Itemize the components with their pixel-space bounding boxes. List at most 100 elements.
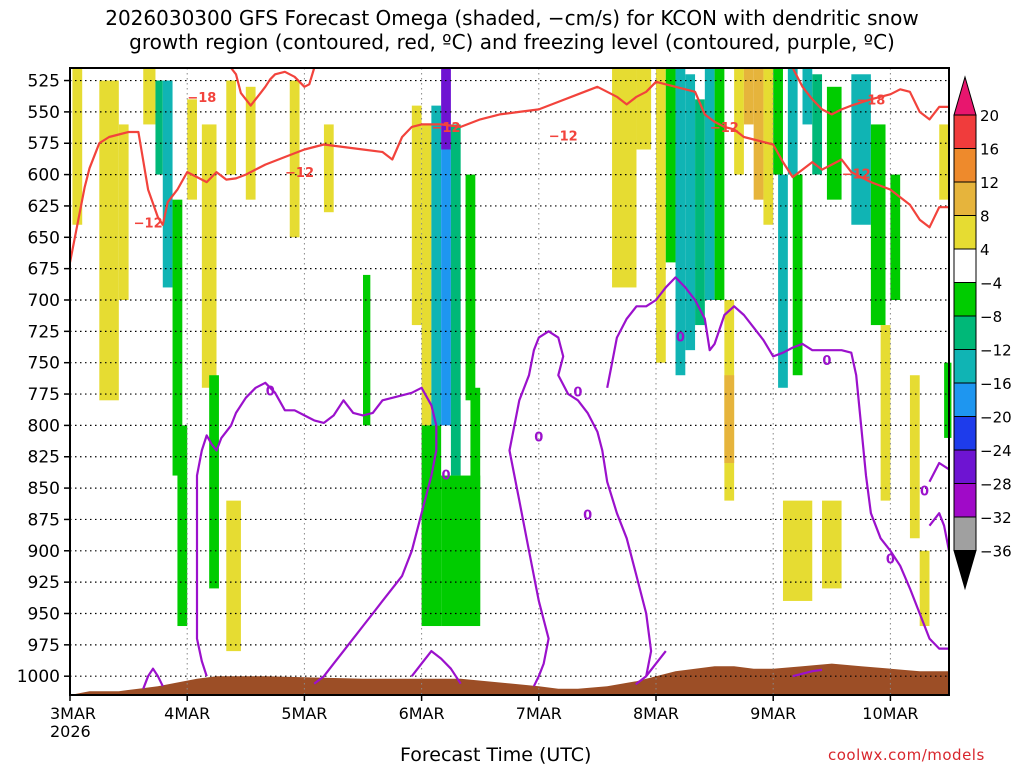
omega-cell bbox=[880, 325, 891, 501]
colorbar-label: −20 bbox=[980, 409, 1012, 427]
omega-cell bbox=[753, 68, 764, 200]
omega-cell bbox=[470, 387, 481, 614]
chart-title: 2026030300 GFS Forecast Omega (shaded, −… bbox=[0, 6, 1024, 54]
freezing-level-contour bbox=[508, 330, 667, 687]
contour-label: −12 bbox=[710, 121, 739, 136]
contour-label: 0 bbox=[583, 508, 592, 523]
omega-cell bbox=[612, 68, 637, 288]
omega-cell bbox=[822, 500, 842, 589]
contour-label: −18 bbox=[187, 91, 216, 106]
colorbar-label: −16 bbox=[980, 375, 1012, 393]
colorbar-segment bbox=[953, 148, 977, 183]
colorbar-label: 4 bbox=[980, 241, 990, 259]
y-tick-label: 650 bbox=[28, 228, 60, 248]
omega-cell bbox=[919, 550, 930, 627]
omega-shading-layer bbox=[72, 68, 952, 652]
colorbar-segment bbox=[953, 315, 977, 350]
omega-cell bbox=[724, 375, 735, 464]
colorbar-label: 16 bbox=[980, 141, 999, 159]
colorbar-arrow-bottom bbox=[953, 550, 977, 591]
contour-label: −12 bbox=[285, 166, 314, 181]
omega-cell bbox=[773, 68, 783, 175]
x-tick-label: 7MAR bbox=[516, 704, 562, 723]
y-tick-label: 775 bbox=[28, 385, 60, 405]
freezing-level-contour bbox=[410, 649, 462, 685]
chart-title-line2: growth region (contoured, red, ºC) and f… bbox=[129, 30, 895, 54]
dgz-minus18-contour bbox=[791, 67, 949, 121]
freezing-level-contour bbox=[195, 381, 438, 685]
contour-label: 0 bbox=[534, 431, 543, 446]
omega-cell bbox=[431, 105, 442, 426]
omega-cell bbox=[201, 124, 217, 388]
omega-cell bbox=[143, 68, 156, 125]
colorbar-label: 20 bbox=[980, 107, 999, 125]
y-tick-label: 950 bbox=[28, 604, 60, 624]
omega-cell bbox=[187, 99, 197, 200]
dgz-minus12-contour bbox=[68, 80, 949, 263]
x-axis-title: Forecast Time (UTC) bbox=[400, 744, 592, 766]
colorbar-segment bbox=[953, 349, 977, 384]
omega-cell bbox=[695, 99, 705, 326]
y-tick-label: 750 bbox=[28, 354, 60, 374]
omega-cell bbox=[172, 199, 183, 476]
omega-cell bbox=[99, 80, 119, 401]
omega-cell bbox=[72, 68, 83, 225]
x-tick-label: 8MAR bbox=[633, 704, 679, 723]
contour-label: −12 bbox=[134, 216, 163, 231]
x-tick-label: 3MAR bbox=[50, 704, 96, 723]
omega-cell bbox=[714, 68, 725, 300]
omega-cell bbox=[763, 68, 774, 225]
colorbar-label: 12 bbox=[980, 174, 999, 192]
contour-label: 0 bbox=[441, 468, 450, 483]
colorbar-label: −28 bbox=[980, 476, 1012, 494]
colorbar-segment bbox=[953, 181, 977, 216]
contour-label: −12 bbox=[432, 121, 461, 136]
omega-cell bbox=[909, 375, 920, 539]
contour-layer: −12 −12 −12 −12 −12 −12 −18 −18 0 0 0 0 0 0 0 0 0 bbox=[68, 67, 951, 690]
y-axis: 525 550 575 600 625 650 675 700 725 750 775 800 825 8… bbox=[17, 72, 70, 687]
x-tick-label: 4MAR bbox=[164, 704, 210, 723]
colorbar-segment bbox=[953, 215, 977, 250]
contour-label: −18 bbox=[856, 93, 885, 108]
y-tick-label: 825 bbox=[28, 448, 60, 468]
omega-cell bbox=[675, 68, 686, 376]
colorbar-label: −36 bbox=[980, 543, 1012, 561]
y-tick-label: 700 bbox=[28, 291, 60, 311]
colorbar-label: −32 bbox=[980, 509, 1012, 527]
omega-cell bbox=[441, 149, 451, 426]
contour-label: −12 bbox=[842, 167, 871, 182]
omega-cell bbox=[421, 425, 442, 627]
y-tick-label: 525 bbox=[28, 72, 60, 92]
omega-cell bbox=[226, 80, 237, 175]
omega-cell bbox=[226, 500, 241, 652]
y-tick-label: 925 bbox=[28, 573, 60, 593]
site-credit: coolwx.com/models bbox=[828, 746, 985, 764]
omega-cell bbox=[162, 80, 173, 288]
omega-cell bbox=[685, 74, 696, 351]
omega-cell bbox=[411, 105, 422, 326]
contour-label: −12 bbox=[549, 130, 578, 145]
omega-cell bbox=[363, 274, 371, 426]
omega-cell bbox=[665, 68, 676, 263]
y-tick-label: 675 bbox=[28, 260, 60, 280]
x-axis: 3MAR 4MAR 5MAR 6MAR 7MAR 8MAR 9MAR 10MAR 2026 bbox=[50, 695, 919, 741]
colorbar-label: −8 bbox=[980, 308, 1002, 326]
freezing-level-contour bbox=[928, 512, 951, 552]
colorbar-segment bbox=[953, 516, 977, 551]
contour-label: 0 bbox=[920, 485, 929, 500]
freezing-level-contour bbox=[142, 667, 164, 690]
freezing-level-contour bbox=[928, 461, 950, 483]
dgz-minus18-contour bbox=[230, 67, 316, 107]
omega-cell bbox=[177, 425, 188, 627]
omega-cell bbox=[636, 68, 652, 150]
y-tick-label: 975 bbox=[28, 636, 60, 656]
omega-cell bbox=[441, 68, 451, 150]
omega-cell bbox=[656, 68, 666, 363]
omega-cell bbox=[939, 124, 949, 200]
omega-cell bbox=[289, 80, 300, 238]
terrain-layer bbox=[70, 663, 949, 695]
colorbar-segment bbox=[953, 382, 977, 417]
omega-cell bbox=[465, 174, 476, 401]
colorbar-segment bbox=[953, 282, 977, 317]
omega-cell bbox=[812, 74, 823, 175]
